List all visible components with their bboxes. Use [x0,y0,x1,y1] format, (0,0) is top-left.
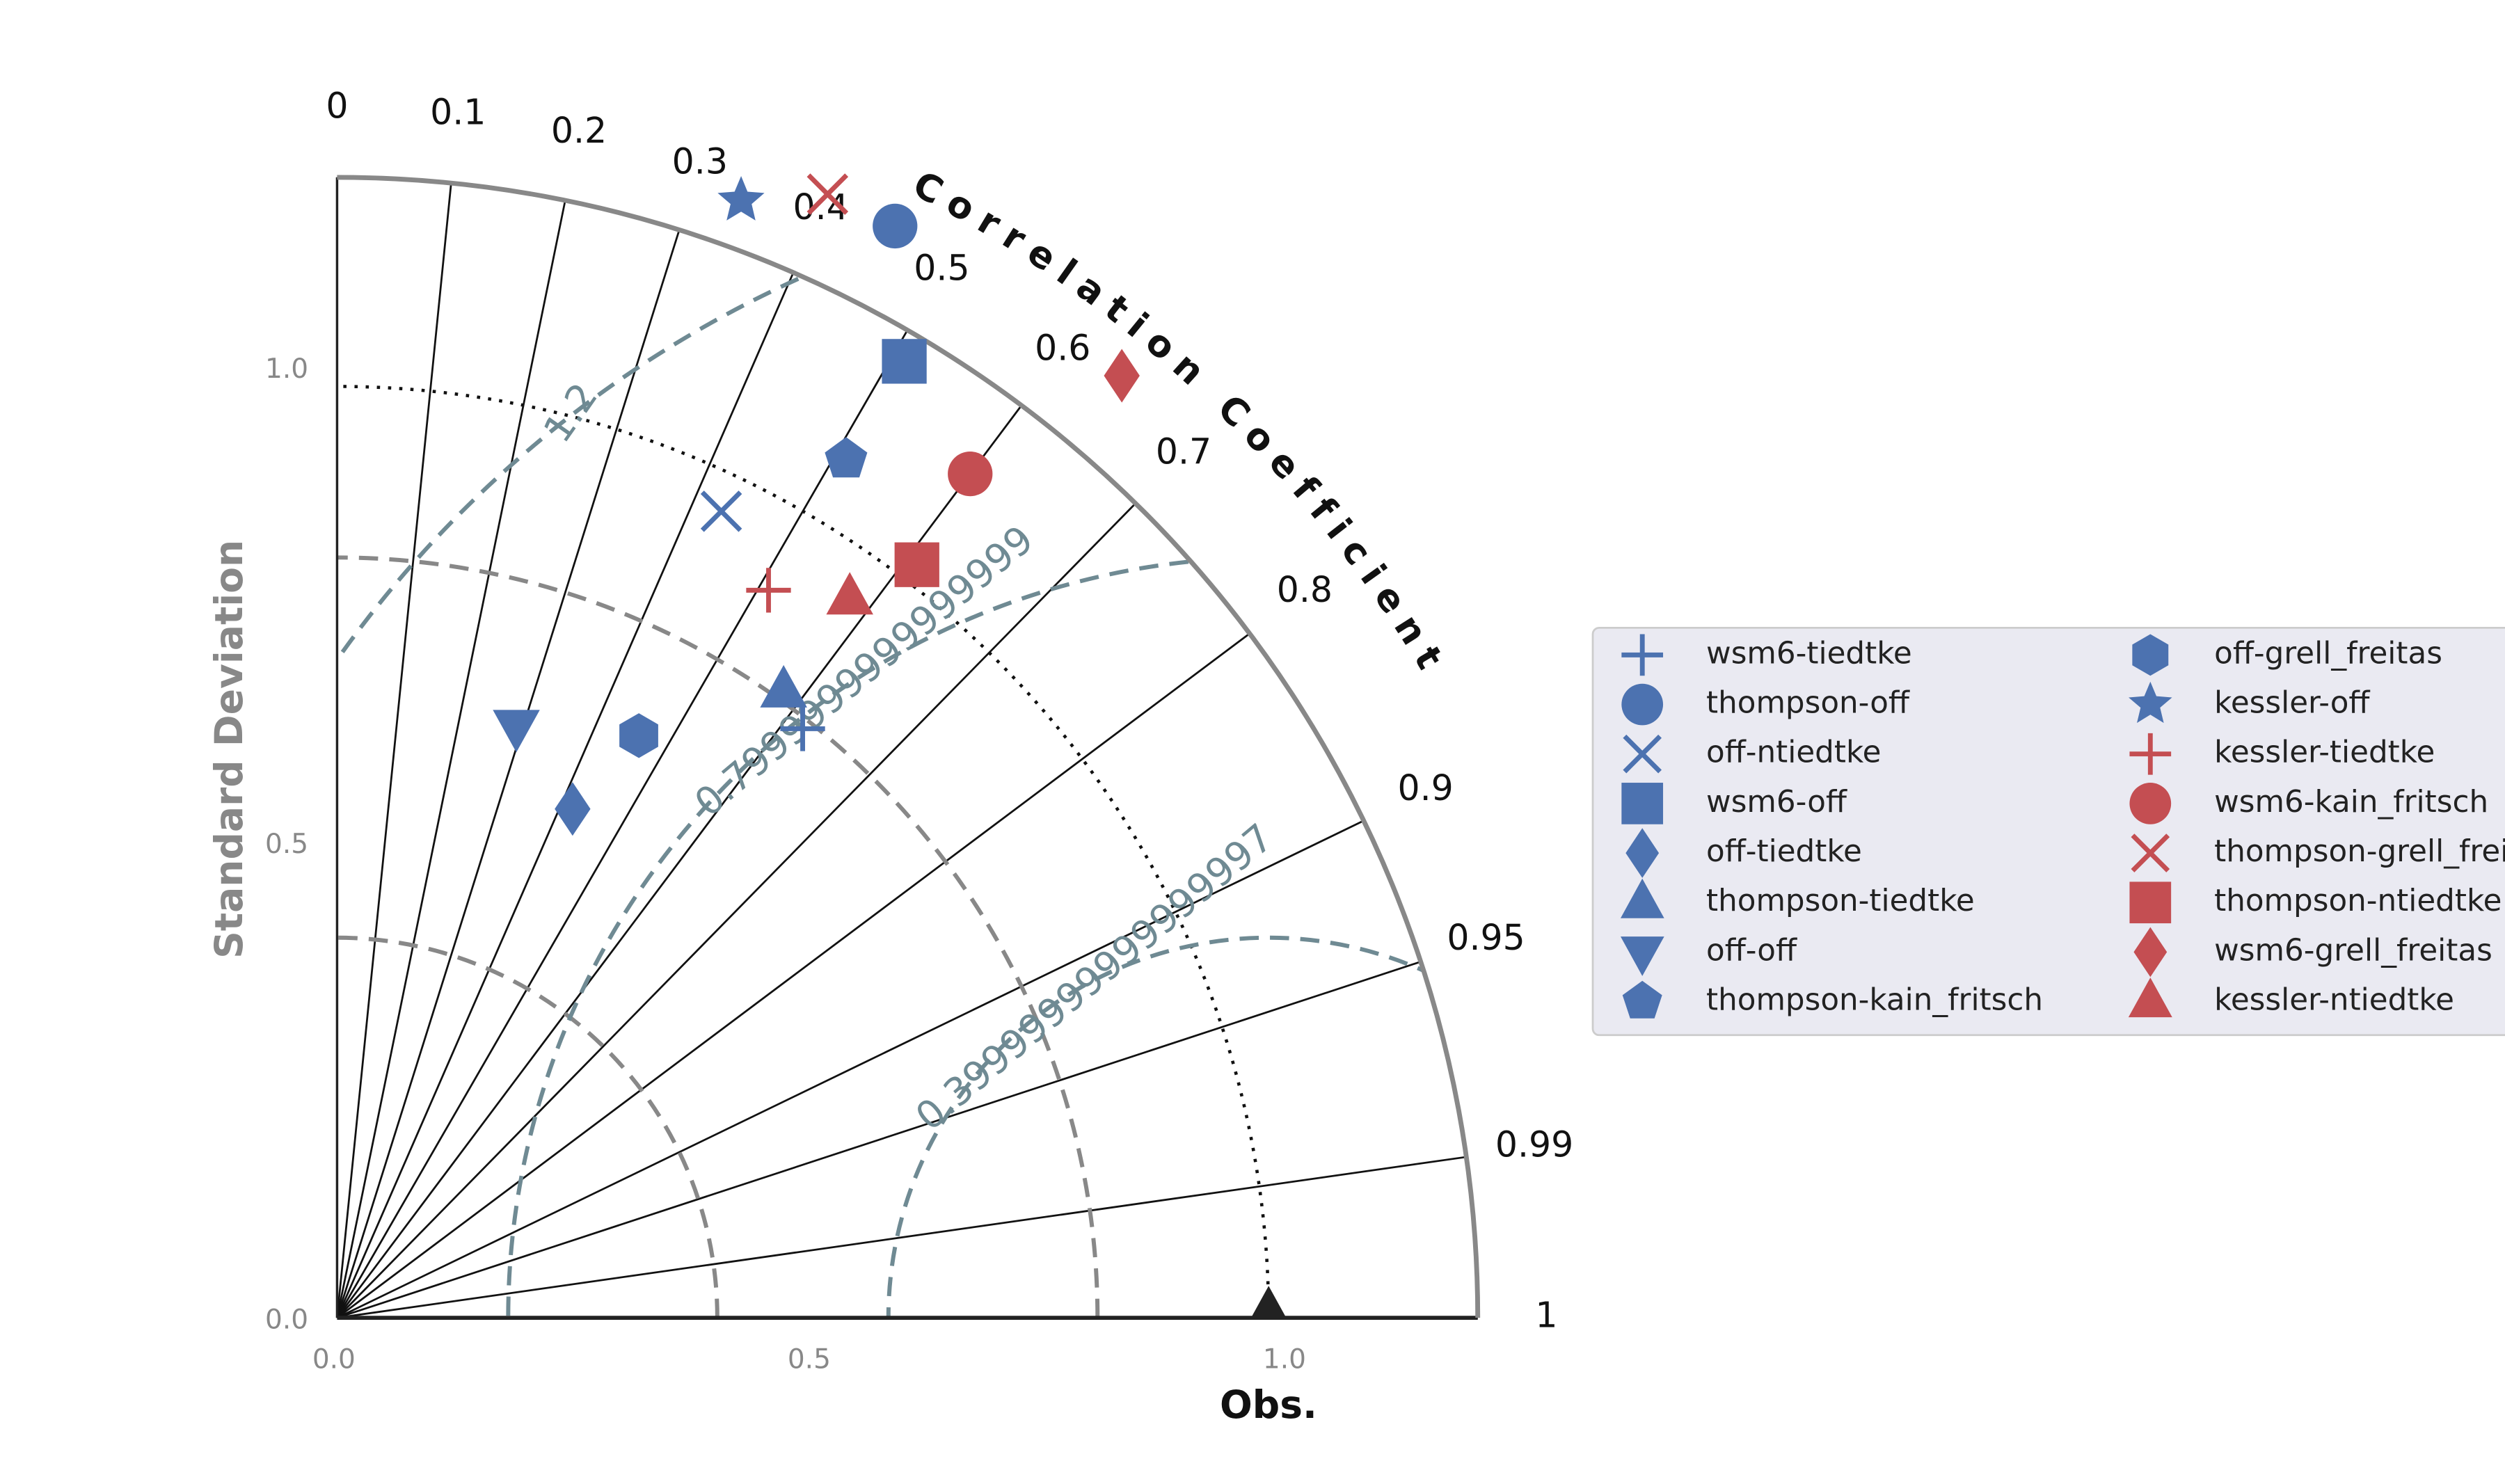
y-tick-label: 1.0 [265,353,308,385]
legend-marker [2131,833,2170,872]
legend-label: thompson-ntiedtke [2214,884,2502,918]
correlation-tick-label: 0.7 [1156,431,1211,472]
data-point [780,706,825,751]
legend-label: wsm6-kain_fritsch [2214,785,2488,820]
correlation-tick-label: 1 [1535,1295,1557,1336]
outer-arc [337,175,1481,1318]
correlation-tick-label: 0.8 [1277,569,1333,610]
data-point [760,664,807,708]
data-point [1104,349,1140,403]
legend [1591,626,2505,1037]
rms-contour-label: 1.2 [534,375,606,450]
correlation-tick-label: 0.6 [1035,327,1090,368]
data-point [700,490,742,532]
legend-marker [2128,978,2172,1018]
legend-label: thompson-grell_freitas [2214,834,2505,869]
data-point [555,782,591,836]
x-axis-label: Obs. [1220,1382,1317,1427]
rms-contour [886,935,1478,1318]
correlation-tick-label: 0.3 [672,141,728,182]
legend-label: thompson-tiedtke [1706,884,1975,918]
correlation-line [336,329,909,1318]
legend-marker [1620,936,1664,976]
legend-label: off-grell_freitas [2214,636,2442,671]
std-arc [337,555,1100,1318]
data-point [882,339,927,384]
data-point [619,713,658,758]
legend-marker [2133,927,2168,978]
x-tick-label: 1.0 [1263,1344,1306,1375]
correlation-line [337,1156,1467,1319]
legend-label: off-ntiedtke [1706,735,1881,770]
correlation-line [336,404,1023,1319]
legend-label: kessler-tiedtke [2214,735,2435,770]
chart-title: Correlation Coefficient [906,163,1456,686]
legend-marker [2132,634,2169,676]
legend-marker [1620,878,1664,918]
legend-marker [2129,783,2172,824]
reference-arc [337,385,1271,1318]
legend-label: kessler-ntiedtke [2214,983,2454,1018]
correlation-line [336,229,681,1318]
legend-marker [1621,783,1664,824]
correlation-tick-label: 0.99 [1495,1124,1573,1165]
legend-label: kessler-off [2214,686,2370,721]
legend-label: off-off [1706,933,1797,968]
data-point [493,710,540,753]
data-point [894,542,939,587]
correlation-line [336,502,1136,1319]
legend-label: wsm6-off [1706,785,1847,820]
legend-marker [1622,980,1662,1019]
legend-label: off-tiedtke [1706,834,1862,869]
legend-label: thompson-off [1706,686,1910,721]
y-axis-label: Standard Deviation [207,540,251,959]
correlation-line [336,182,452,1318]
correlation-tick-label: 0 [326,86,348,127]
correlation-line [336,632,1250,1319]
correlation-tick-label: 0.5 [914,248,969,289]
legend-label: wsm6-grell_freitas [2214,933,2492,968]
correlation-tick-label: 0.9 [1397,767,1453,808]
legend-marker [2129,733,2172,775]
data-point [746,568,791,613]
data-point [948,451,993,497]
legend-label: thompson-kain_fritsch [1706,983,2043,1018]
x-tick-label: 0.0 [312,1344,356,1375]
data-point [806,173,849,215]
legend-marker [1623,734,1662,774]
correlation-tick-label: 0.1 [430,91,486,132]
data-point [873,203,918,249]
correlation-line [336,200,566,1318]
data-point [825,437,868,478]
data-point [717,176,765,221]
correlation-tick-label: 0.95 [1447,917,1525,958]
data-point [826,572,873,615]
reference-point [1250,1286,1287,1318]
chart-title-text: Correlation Coefficient [906,163,1445,686]
legend-marker [1621,634,1664,676]
legend-label: wsm6-tiedtke [1706,636,1912,671]
legend-marker [1621,683,1664,726]
legend-marker [2129,681,2172,724]
correlation-tick-label: 0.2 [551,110,607,151]
legend-marker [2129,881,2172,924]
rms-contour-label: 0.39999999999999997 [907,815,1282,1139]
y-tick-label: 0.0 [265,1304,308,1335]
y-tick-label: 0.5 [265,829,308,860]
correlation-line [337,961,1422,1319]
correlation-line [336,820,1365,1319]
x-tick-label: 0.5 [788,1344,831,1375]
